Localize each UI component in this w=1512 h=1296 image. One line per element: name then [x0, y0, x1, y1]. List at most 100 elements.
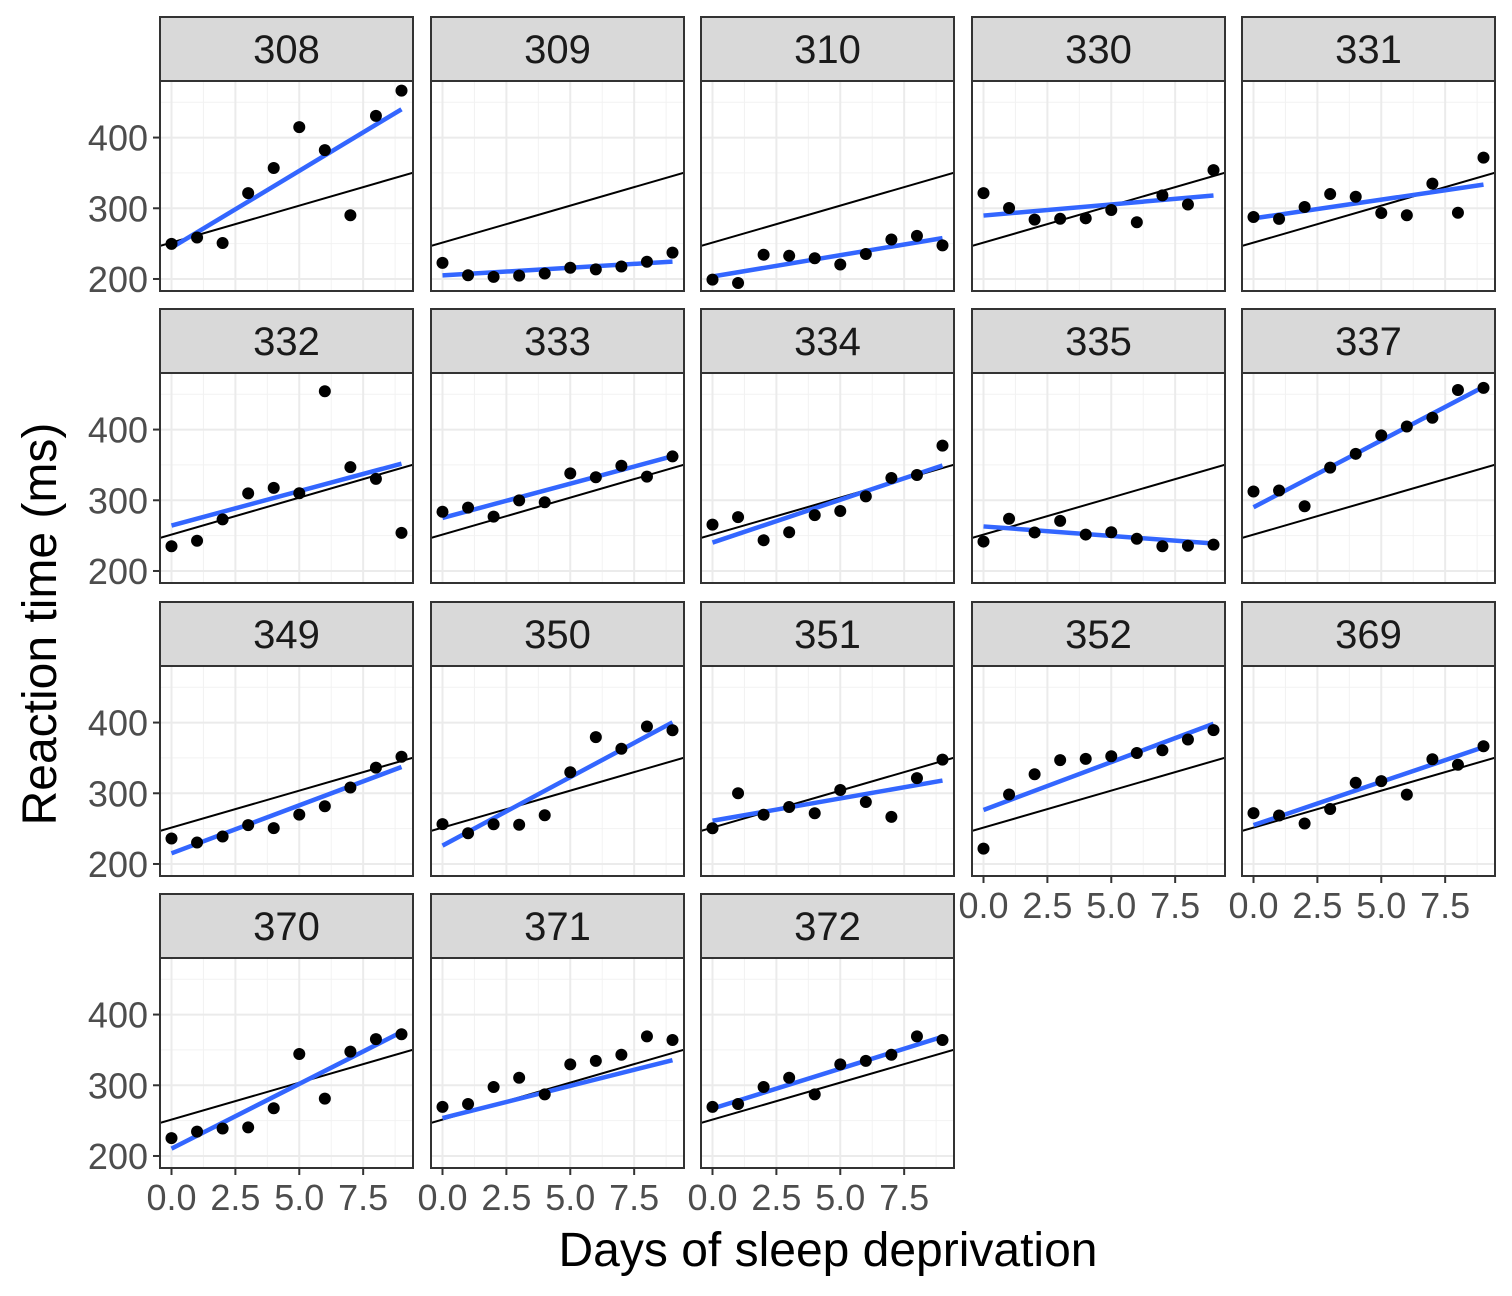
- data-point: [242, 187, 255, 200]
- y-tick-label: 200: [88, 1136, 148, 1177]
- panel-border: [971, 80, 1226, 292]
- data-point: [589, 471, 602, 484]
- data-point: [1054, 212, 1067, 225]
- subject-fit-line: [441, 454, 674, 521]
- data-point: [513, 1071, 526, 1084]
- y-tick-label: 300: [88, 773, 148, 814]
- data-point: [1298, 201, 1311, 213]
- x-tick-label: 5.0: [274, 1177, 324, 1218]
- data-point: [191, 534, 204, 547]
- facet-strip-label: 333: [524, 320, 591, 364]
- data-point: [1054, 514, 1067, 527]
- overall-fit-line: [1242, 463, 1495, 539]
- facet-strip-label: 308: [253, 28, 320, 72]
- facet-panel-349: 349 200 300 400: [88, 601, 414, 885]
- data-point: [910, 469, 923, 482]
- overall-fit-line: [431, 756, 684, 832]
- data-point: [1003, 512, 1016, 525]
- data-point: [1426, 177, 1439, 190]
- data-point: [1324, 803, 1337, 816]
- data-point: [885, 472, 898, 484]
- panel-border: [159, 372, 414, 584]
- overall-fit-line: [972, 171, 1225, 247]
- data-point: [318, 800, 331, 813]
- data-point: [369, 1033, 382, 1046]
- data-point: [165, 540, 178, 553]
- x-tick-label: 7.5: [879, 1177, 929, 1218]
- subject-fit-line: [441, 1057, 674, 1121]
- data-point: [267, 1102, 280, 1115]
- facet-strip: [1241, 601, 1496, 667]
- x-tick-label: 2.5: [481, 1177, 531, 1218]
- subject-fit-line: [711, 1034, 944, 1111]
- data-point: [191, 1125, 204, 1138]
- facet-strip-label: 372: [794, 905, 861, 949]
- facet-panel-333: 333: [430, 308, 685, 584]
- data-point: [859, 490, 872, 503]
- data-point: [1105, 203, 1118, 216]
- data-point: [436, 1100, 449, 1113]
- x-tick-label: 2.5: [751, 1177, 801, 1218]
- overall-fit-line: [701, 171, 954, 247]
- data-point: [977, 187, 990, 200]
- y-tick-label: 200: [88, 844, 148, 885]
- facet-strip: [159, 16, 414, 82]
- data-point: [395, 84, 408, 97]
- data-point: [1426, 753, 1439, 766]
- data-point: [318, 144, 331, 157]
- overall-fit-line: [701, 756, 954, 832]
- data-point: [344, 1045, 357, 1058]
- data-point: [1054, 754, 1067, 767]
- y-axis-title: Reaction time (ms): [14, 423, 67, 826]
- data-point: [589, 731, 602, 744]
- facet-strip: [159, 308, 414, 374]
- data-point: [706, 1100, 719, 1113]
- data-point: [1105, 750, 1118, 763]
- data-point: [615, 1048, 628, 1061]
- data-point: [1181, 733, 1194, 746]
- panel-background: [1242, 81, 1495, 291]
- data-point: [165, 1132, 178, 1145]
- data-point: [165, 237, 178, 250]
- facet-strip: [700, 893, 955, 959]
- facet-panel-334: 334: [700, 308, 955, 584]
- data-point: [1105, 526, 1118, 539]
- panel-background: [431, 81, 684, 291]
- x-tick-label: 5.0: [815, 1177, 865, 1218]
- facet-strip: [971, 16, 1226, 82]
- data-point: [1207, 724, 1220, 737]
- facet-strip-label: 371: [524, 905, 591, 949]
- data-point: [640, 255, 653, 268]
- data-point: [293, 487, 306, 500]
- y-tick-label: 300: [88, 1065, 148, 1106]
- data-point: [936, 753, 949, 766]
- data-point: [977, 535, 990, 548]
- panel-border: [430, 957, 685, 1169]
- panel-border: [1241, 665, 1496, 877]
- data-point: [783, 526, 796, 539]
- data-point: [369, 109, 382, 122]
- data-point: [216, 1122, 229, 1135]
- panel-background: [431, 666, 684, 876]
- data-point: [487, 510, 500, 523]
- facet-strip: [971, 308, 1226, 374]
- data-point: [436, 256, 449, 269]
- facet-panel-351: 351: [700, 601, 955, 877]
- subject-fit-line: [1252, 745, 1485, 828]
- data-point: [318, 1092, 331, 1105]
- data-point: [859, 1054, 872, 1067]
- data-point: [834, 258, 847, 271]
- facet-panel-310: 310: [700, 16, 955, 292]
- subject-fit-line: [1253, 182, 1484, 221]
- subject-fit-line: [983, 524, 1214, 546]
- data-point: [462, 501, 475, 514]
- subject-fit-line: [170, 461, 403, 528]
- facet-strip: [430, 893, 685, 959]
- data-point: [1298, 500, 1311, 513]
- overall-fit-line: [1242, 756, 1495, 832]
- facet-panel-335: 335: [971, 308, 1226, 584]
- data-point: [1130, 746, 1143, 759]
- data-point: [1451, 206, 1464, 219]
- data-point: [1400, 420, 1413, 433]
- data-point: [1247, 211, 1260, 224]
